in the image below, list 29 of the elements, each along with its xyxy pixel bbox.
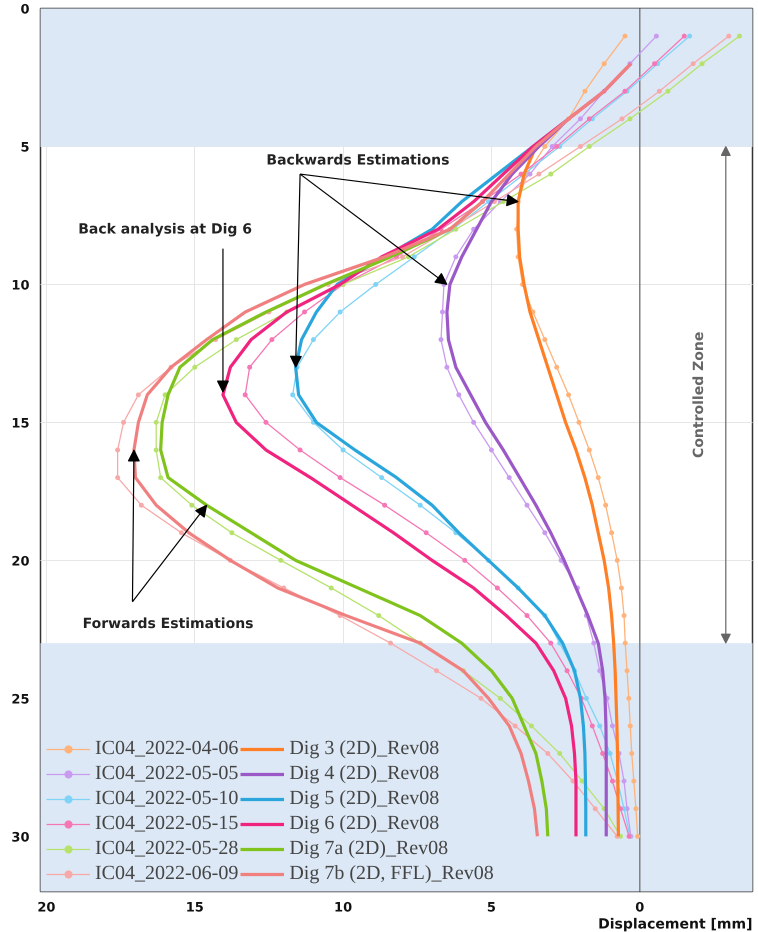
legend-label: Dig 6 (2D)_Rev08 xyxy=(289,812,440,835)
x-tick-label: 15 xyxy=(186,900,204,916)
legend-label: IC04_2022-05-05 xyxy=(95,762,238,785)
legend-label: IC04_2022-05-15 xyxy=(95,812,238,835)
x-tick-label: 20 xyxy=(37,900,56,916)
legend-label: IC04_2022-05-10 xyxy=(95,787,238,810)
y-tick-label: 20 xyxy=(11,554,30,570)
x-tick-label: 5 xyxy=(486,900,496,916)
x-axis-title: Displacement [mm] xyxy=(598,916,753,932)
legend-label: Dig 3 (2D)_Rev08 xyxy=(289,737,440,760)
annotation: Backwards Estimations xyxy=(266,152,450,169)
y-tick-label: 10 xyxy=(11,278,30,294)
legend-label: IC04_2022-05-28 xyxy=(95,837,238,860)
annotation: Controlled Zone xyxy=(691,332,708,458)
y-tick-label: 30 xyxy=(11,830,30,846)
y-tick-label: 25 xyxy=(11,692,30,708)
legend-label: Dig 5 (2D)_Rev08 xyxy=(289,787,440,810)
legend-label: Dig 7b (2D, FFL)_Rev08 xyxy=(289,862,494,885)
y-tick-label: 5 xyxy=(20,140,30,156)
annotation: Forwards Estimations xyxy=(82,616,254,632)
annotation: Back analysis at Dig 6 xyxy=(78,221,252,238)
legend-label: IC04_2022-06-09 xyxy=(95,862,238,885)
x-tick-label: 10 xyxy=(334,900,352,916)
legend-label: IC04_2022-04-06 xyxy=(95,737,238,760)
x-tick-label: 0 xyxy=(635,900,644,916)
legend-label: Dig 4 (2D)_Rev08 xyxy=(289,762,440,785)
legend-label: Dig 7a (2D)_Rev08 xyxy=(289,837,448,860)
y-tick-label: 15 xyxy=(11,416,30,432)
y-tick-label: 0 xyxy=(20,2,30,18)
